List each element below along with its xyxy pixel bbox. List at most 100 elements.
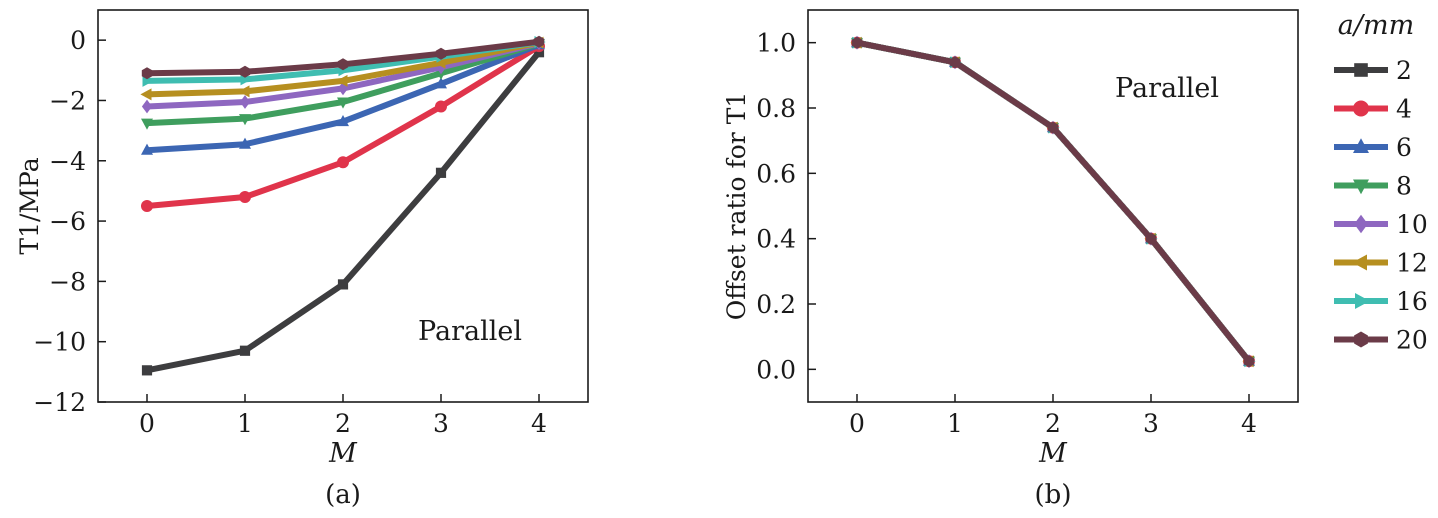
data-point xyxy=(1047,121,1059,134)
data-point xyxy=(141,200,153,212)
legend-label: 16 xyxy=(1396,287,1428,316)
y-tick-label: 0 xyxy=(70,26,86,55)
data-point xyxy=(1243,355,1255,368)
legend-item-4: 4 xyxy=(1334,95,1412,124)
legend-label: 20 xyxy=(1396,326,1428,355)
x-tick-label: 3 xyxy=(433,409,449,438)
y-axis-label-b: Offset ratio for T1 xyxy=(722,92,751,321)
legend-item-2: 2 xyxy=(1334,56,1412,85)
y-tick-label: 0.0 xyxy=(756,355,796,384)
data-point xyxy=(239,137,251,149)
legend-marker xyxy=(1353,138,1369,153)
data-point xyxy=(851,36,863,49)
data-point xyxy=(141,118,153,130)
legend-label: 4 xyxy=(1396,95,1412,124)
x-ticks-b: 0 1 2 3 4 xyxy=(849,394,1257,438)
x-axis-label-b: M xyxy=(1038,438,1068,469)
y-ticks-b: 0.0 0.2 0.4 0.6 0.8 1.0 xyxy=(756,29,816,384)
caption-a: (a) xyxy=(325,480,361,510)
data-point xyxy=(140,88,152,101)
x-tick-label: 3 xyxy=(1143,409,1159,438)
annotation-b: Parallel xyxy=(1115,73,1219,104)
data-point xyxy=(336,74,348,87)
data-point xyxy=(239,65,251,78)
legend-items: 2 4 6 8 10 12 16 20 xyxy=(1334,56,1428,355)
data-point xyxy=(239,345,251,356)
legend-title: a/mm xyxy=(1338,10,1414,41)
series-a xyxy=(140,35,546,376)
data-point xyxy=(141,67,153,80)
legend-item-8: 8 xyxy=(1334,172,1412,201)
y-axis-label-a: T1/MPa xyxy=(15,157,44,254)
data-point xyxy=(435,100,447,113)
legend-label: 6 xyxy=(1396,133,1412,162)
data-point xyxy=(434,56,446,69)
legend-item-12: 12 xyxy=(1334,249,1428,278)
data-point xyxy=(141,365,153,376)
data-point xyxy=(141,99,153,114)
x-tick-label: 2 xyxy=(335,409,351,438)
legend-item-20: 20 xyxy=(1334,326,1428,355)
data-point xyxy=(533,35,545,48)
y-tick-label: 0.8 xyxy=(756,94,796,123)
legend-marker xyxy=(1354,214,1368,234)
legend: a/mm 2 4 6 8 10 12 16 20 xyxy=(1334,10,1428,355)
y-ticks-a: 0 −2 −4 −6 −8 −10 −12 xyxy=(33,26,106,417)
legend-marker xyxy=(1354,63,1368,77)
x-tick-label: 1 xyxy=(947,409,963,438)
y-tick-label: 1.0 xyxy=(756,29,796,58)
data-point xyxy=(141,143,153,155)
legend-item-6: 6 xyxy=(1334,133,1412,162)
data-point xyxy=(337,279,349,290)
data-point xyxy=(435,47,447,60)
y-tick-label: −2 xyxy=(49,86,86,115)
data-point xyxy=(337,156,349,169)
annotation-a: Parallel xyxy=(418,316,522,347)
series-20-a xyxy=(141,35,545,80)
y-tick-label: −12 xyxy=(33,388,86,417)
x-tick-label: 0 xyxy=(849,409,865,438)
legend-label: 12 xyxy=(1396,249,1428,278)
legend-marker xyxy=(1354,331,1368,348)
y-tick-label: −4 xyxy=(49,147,86,176)
y-axis-label-a-group: T1/MPa xyxy=(15,157,44,254)
legend-marker xyxy=(1352,254,1367,271)
data-point xyxy=(337,115,349,127)
x-tick-label: 0 xyxy=(139,409,155,438)
data-point xyxy=(239,95,251,109)
legend-marker xyxy=(1355,293,1370,309)
x-axis-label-a: M xyxy=(328,438,358,469)
y-tick-label: −8 xyxy=(49,267,86,296)
legend-marker xyxy=(1353,100,1369,117)
plot-frame-b xyxy=(807,9,1299,403)
legend-label: 8 xyxy=(1396,172,1412,201)
y-tick-label: 0.6 xyxy=(756,159,796,188)
x-tick-label: 1 xyxy=(237,409,253,438)
legend-item-16: 16 xyxy=(1334,287,1428,316)
data-point xyxy=(435,167,447,178)
data-point xyxy=(533,47,545,58)
series-20-b xyxy=(851,36,1255,368)
y-tick-label: 0.4 xyxy=(756,225,796,254)
y-tick-label: −10 xyxy=(33,328,86,357)
data-point xyxy=(337,97,349,109)
legend-marker xyxy=(1353,179,1369,195)
data-point xyxy=(239,114,251,126)
y-tick-label: 0.2 xyxy=(756,290,796,319)
legend-label: 2 xyxy=(1396,56,1412,85)
legend-item-10: 10 xyxy=(1334,210,1428,239)
x-tick-label: 4 xyxy=(1241,409,1257,438)
x-tick-label: 2 xyxy=(1045,409,1061,438)
data-point xyxy=(435,77,447,89)
data-point xyxy=(1145,232,1157,245)
data-point xyxy=(435,68,447,80)
data-point xyxy=(949,56,961,69)
data-point xyxy=(239,190,251,203)
series-2-a xyxy=(141,47,545,376)
legend-label: 10 xyxy=(1396,210,1428,239)
x-tick-label: 4 xyxy=(531,409,547,438)
data-point xyxy=(337,58,349,71)
x-ticks-a: 0 1 2 3 4 xyxy=(139,394,547,438)
